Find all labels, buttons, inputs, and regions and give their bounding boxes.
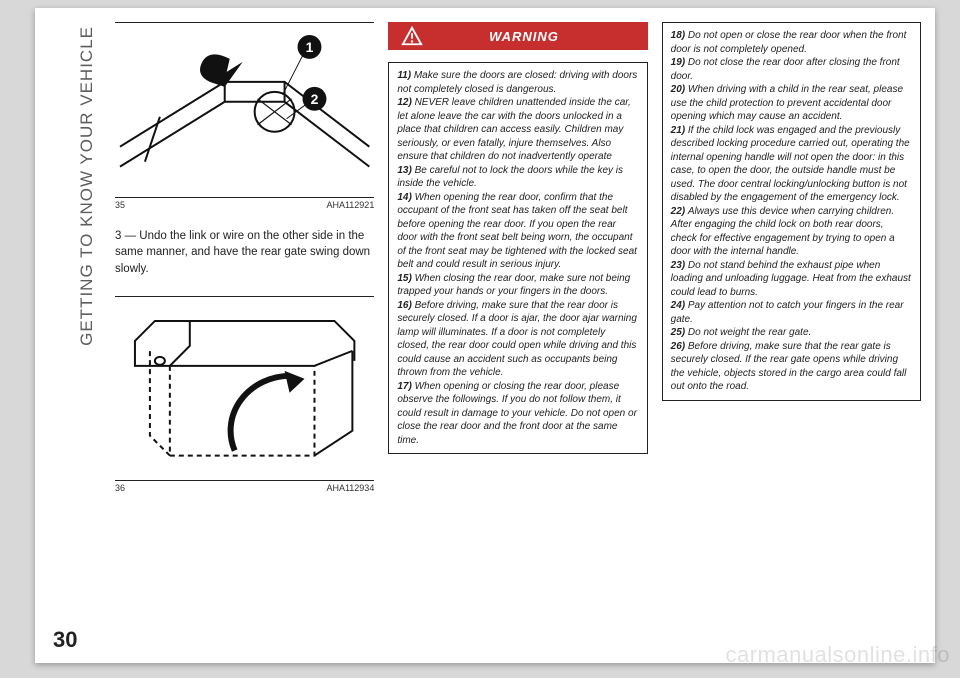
warning-text: When opening or closing the rear door, p… bbox=[397, 381, 637, 446]
warning-item: 18) Do not open or close the rear door w… bbox=[671, 29, 912, 56]
figure-35-svg: 1 2 bbox=[115, 27, 374, 197]
warning-text: Before driving, make sure that the rear … bbox=[397, 300, 637, 379]
warning-number: 15) bbox=[397, 273, 414, 284]
warning-item: 20) When driving with a child in the rea… bbox=[671, 83, 912, 124]
figure-35: 1 2 bbox=[115, 22, 374, 198]
warning-number: 20) bbox=[671, 84, 688, 95]
warning-number: 13) bbox=[397, 165, 414, 176]
warning-text: When driving with a child in the rear se… bbox=[671, 84, 903, 122]
figure-number: 36 bbox=[115, 483, 125, 493]
callout-1: 1 bbox=[306, 39, 314, 55]
warning-item: 12) NEVER leave children unattended insi… bbox=[397, 96, 638, 164]
warning-item: 14) When opening the rear door, confirm … bbox=[397, 191, 638, 272]
warning-box-col3: 18) Do not open or close the rear door w… bbox=[662, 22, 921, 401]
figure-36-svg bbox=[115, 301, 374, 481]
warning-number: 19) bbox=[671, 57, 688, 68]
column-3: 18) Do not open or close the rear door w… bbox=[662, 22, 921, 649]
warning-text: Always use this device when carrying chi… bbox=[671, 206, 895, 258]
warning-header: WARNING bbox=[388, 22, 647, 50]
warning-text: Do not weight the rear gate. bbox=[688, 327, 811, 338]
warning-text: When opening the rear door, confirm that… bbox=[397, 192, 637, 271]
column-2: WARNING 11) Make sure the doors are clos… bbox=[388, 22, 647, 649]
warning-number: 12) bbox=[397, 97, 414, 108]
warning-item: 21) If the child lock was engaged and th… bbox=[671, 124, 912, 205]
warning-number: 11) bbox=[397, 70, 414, 81]
figure-number: 35 bbox=[115, 200, 125, 210]
warning-item: 19) Do not close the rear door after clo… bbox=[671, 56, 912, 83]
warning-item: 17) When opening or closing the rear doo… bbox=[397, 380, 638, 448]
page-number: 30 bbox=[53, 627, 77, 653]
warning-text: Pay attention not to catch your fingers … bbox=[671, 300, 904, 325]
warning-text: NEVER leave children unattended inside t… bbox=[397, 97, 630, 162]
warning-number: 26) bbox=[671, 341, 688, 352]
callout-2: 2 bbox=[311, 91, 319, 107]
warning-label: WARNING bbox=[436, 29, 647, 44]
manual-page: GETTING TO KNOW YOUR VEHICLE 30 bbox=[35, 8, 935, 663]
warning-number: 25) bbox=[671, 327, 688, 338]
warning-item: 13) Be careful not to lock the doors whi… bbox=[397, 164, 638, 191]
warning-number: 18) bbox=[671, 30, 688, 41]
warning-text: Before driving, make sure that the rear … bbox=[671, 341, 907, 393]
body-paragraph: 3 — Undo the link or wire on the other s… bbox=[115, 228, 374, 278]
warning-number: 23) bbox=[671, 260, 688, 271]
warning-item: 23) Do not stand behind the exhaust pipe… bbox=[671, 259, 912, 300]
figure-36 bbox=[115, 296, 374, 482]
figure-code: AHA112934 bbox=[326, 483, 374, 493]
warning-box-col2: 11) Make sure the doors are closed: driv… bbox=[388, 62, 647, 454]
warning-text: Do not open or close the rear door when … bbox=[671, 30, 907, 55]
figure-36-caption: 36 AHA112934 bbox=[115, 481, 374, 501]
warning-number: 22) bbox=[671, 206, 688, 217]
warning-number: 16) bbox=[397, 300, 414, 311]
warning-text: Do not stand behind the exhaust pipe whe… bbox=[671, 260, 911, 298]
warning-text: Be careful not to lock the doors while t… bbox=[397, 165, 623, 190]
warning-item: 15) When closing the rear door, make sur… bbox=[397, 272, 638, 299]
warning-number: 21) bbox=[671, 125, 688, 136]
section-heading: GETTING TO KNOW YOUR VEHICLE bbox=[77, 26, 97, 346]
warning-number: 24) bbox=[671, 300, 688, 311]
content-columns: 1 2 35 AHA112921 3 — Undo the link or wi… bbox=[115, 22, 921, 649]
warning-text: When closing the rear door, make sure no… bbox=[397, 273, 630, 298]
warning-triangle-icon bbox=[400, 24, 424, 48]
warning-number: 17) bbox=[397, 381, 414, 392]
warning-item: 16) Before driving, make sure that the r… bbox=[397, 299, 638, 380]
warning-item: 25) Do not weight the rear gate. bbox=[671, 326, 912, 340]
figure-code: AHA112921 bbox=[326, 200, 374, 210]
warning-item: 11) Make sure the doors are closed: driv… bbox=[397, 69, 638, 96]
warning-item: 24) Pay attention not to catch your fing… bbox=[671, 299, 912, 326]
warning-text: Do not close the rear door after closing… bbox=[671, 57, 900, 82]
warning-item: 22) Always use this device when carrying… bbox=[671, 205, 912, 259]
column-1: 1 2 35 AHA112921 3 — Undo the link or wi… bbox=[115, 22, 374, 649]
warning-item: 26) Before driving, make sure that the r… bbox=[671, 340, 912, 394]
warning-number: 14) bbox=[397, 192, 414, 203]
warning-text: Make sure the doors are closed: driving … bbox=[397, 70, 637, 95]
figure-35-caption: 35 AHA112921 bbox=[115, 198, 374, 218]
warning-text: If the child lock was engaged and the pr… bbox=[671, 125, 910, 204]
